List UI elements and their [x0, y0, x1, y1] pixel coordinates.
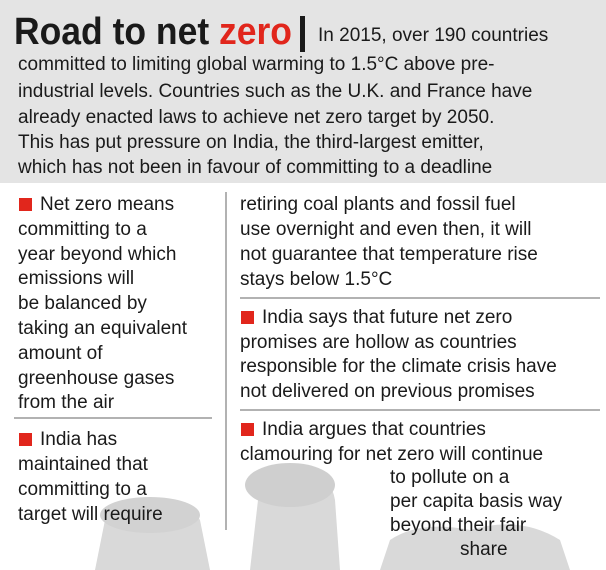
- title-separator: [300, 16, 305, 52]
- point-line: stays below 1.5°C: [240, 269, 392, 290]
- point-line: responsible for the climate crisis have: [240, 356, 557, 377]
- point-line: use overnight and even then, it will: [240, 219, 532, 240]
- title-highlight: zero: [219, 11, 292, 53]
- point-line: per capita basis way: [390, 491, 563, 512]
- point-line: India argues that countries: [262, 419, 486, 440]
- bullets: [19, 198, 254, 446]
- point-line: to pollute on a: [390, 467, 510, 488]
- point-line: not delivered on previous promises: [240, 381, 535, 402]
- intro-line: In 2015, over 190 countries: [318, 25, 548, 46]
- point-line: year beyond which: [18, 244, 176, 265]
- title-lead: Road to net: [14, 11, 209, 53]
- title: Road to net zero: [14, 11, 292, 53]
- intro-line: This has put pressure on India, the thir…: [18, 132, 484, 153]
- point-line: emissions will: [18, 268, 134, 289]
- smokestacks: [95, 463, 570, 570]
- point-line: beyond their fair: [390, 515, 527, 536]
- point-line: from the air: [18, 392, 115, 413]
- point-line: greenhouse gases: [18, 368, 174, 389]
- point-line: not guarantee that temperature rise: [240, 244, 538, 265]
- intro-line: which has not been in favour of committi…: [17, 157, 492, 178]
- intro-line: committed to limiting global warming to …: [18, 54, 494, 75]
- point-line: Net zero means: [40, 194, 174, 215]
- intro-line: already enacted laws to achieve net zero…: [18, 107, 494, 128]
- point-line: maintained that: [18, 454, 149, 475]
- intro-line: industrial levels. Countries such as the…: [18, 81, 532, 102]
- point-line: committing to a: [18, 479, 147, 500]
- point-line: amount of: [18, 343, 103, 364]
- point-line: India says that future net zero: [262, 307, 512, 328]
- point-line: be balanced by: [18, 293, 147, 314]
- point-line: retiring coal plants and fossil fuel: [240, 194, 516, 215]
- point-line: committing to a: [18, 219, 147, 240]
- point-line: clamouring for net zero will continue: [240, 444, 543, 465]
- point-line: target will require: [18, 504, 163, 525]
- point-line: taking an equivalent: [18, 318, 188, 339]
- point-line: share: [460, 539, 508, 560]
- point-line: promises are hollow as countries: [240, 332, 517, 353]
- point-line: India has: [40, 429, 117, 450]
